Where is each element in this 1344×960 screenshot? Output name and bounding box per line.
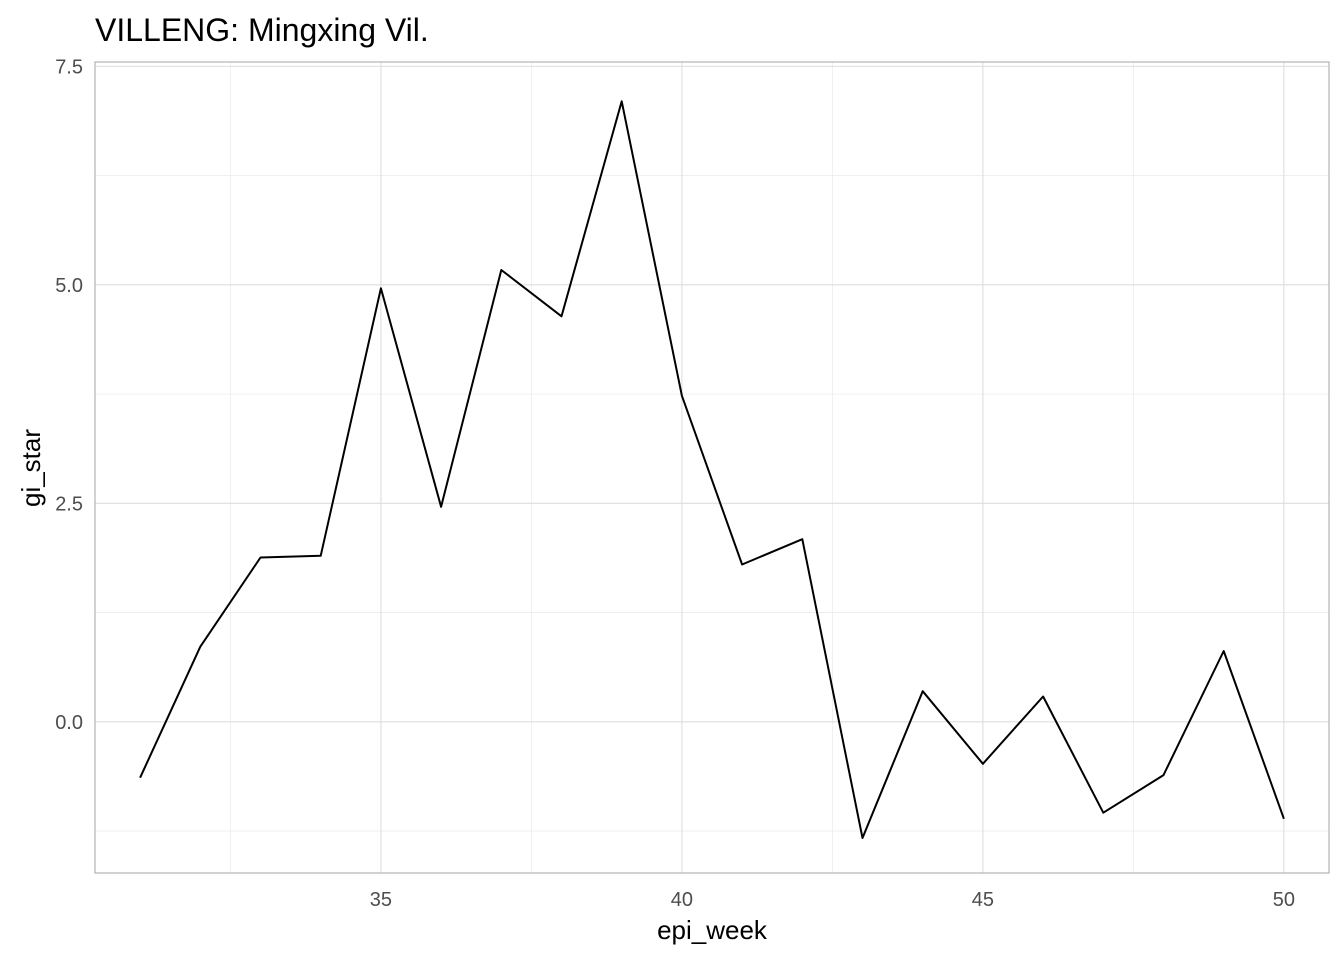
series-layer [139, 100, 1285, 839]
x-tick-label: 45 [972, 889, 994, 911]
plot-panel-border [94, 61, 1330, 874]
x-tick-label: 40 [671, 889, 693, 911]
minor-gridlines [95, 62, 1329, 873]
x-axis-title: epi_week [657, 915, 768, 945]
y-tick-label: 0.0 [55, 712, 83, 734]
y-axis-title: gi_star [16, 429, 46, 507]
x-axis-ticks: 35 40 45 50 [370, 889, 1295, 911]
y-axis-ticks: 0.0 2.5 5.0 7.5 [55, 56, 83, 733]
chart-title: VILLENG: Mingxing Vil. [95, 12, 429, 48]
series-line [139, 100, 1285, 839]
x-tick-label: 35 [370, 889, 392, 911]
x-tick-label: 50 [1273, 889, 1295, 911]
y-tick-label: 7.5 [55, 56, 83, 78]
y-tick-label: 2.5 [55, 493, 83, 515]
major-gridlines [95, 62, 1329, 873]
y-tick-label: 5.0 [55, 275, 83, 297]
